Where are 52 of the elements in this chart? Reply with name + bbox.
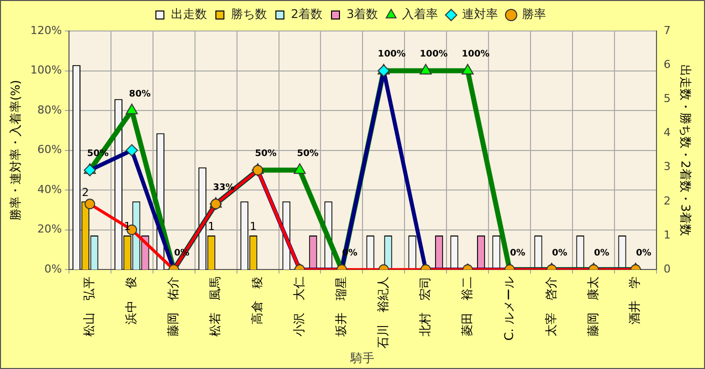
x-tick-label: 高倉 稜 (250, 276, 264, 325)
y2-tick-label: 5 (664, 92, 671, 106)
data-label: 0% (594, 248, 610, 258)
y-tick-label: 20% (37, 222, 62, 236)
data-label: 50% (254, 149, 277, 160)
y2-tick-label: 7 (664, 24, 671, 37)
data-label: 0% (552, 248, 568, 258)
legend-label: 連対率 (462, 7, 498, 22)
data-label: 80% (129, 89, 151, 100)
x-tick-label: 酒井 学 (628, 276, 642, 325)
x-tick-label: 藤岡 康太 (586, 276, 600, 337)
data-label: 100% (420, 50, 448, 60)
y-tick-label: 0% (44, 262, 62, 276)
data-label: 0% (636, 248, 652, 258)
x-tick-label: 石川 裕紀人 (376, 276, 390, 349)
legend-label: 勝ち数 (230, 7, 267, 22)
legend-label: 勝率 (522, 7, 546, 22)
x-tick-label: 浜中 俊 (124, 276, 138, 325)
legend-label: 入着率 (402, 7, 438, 22)
x-axis-title: 騎手 (350, 350, 375, 365)
y2-tick-label: 1 (664, 228, 671, 242)
x-tick-label: 松山 弘平 (82, 276, 96, 337)
data-label: 2 (82, 186, 89, 199)
y-tick-label: 60% (37, 143, 62, 156)
x-tick-label: 小沢 大仁 (292, 276, 306, 337)
x-tick-label: 太宰 啓介 (544, 276, 558, 337)
y-tick-label: 80% (37, 103, 62, 116)
legend-label: 出走数 (170, 7, 207, 22)
data-label: 100% (378, 50, 406, 60)
data-label: 1 (208, 220, 215, 233)
x-tick-label: 藤岡 佑介 (166, 276, 180, 337)
x-tick-label: 坂井 瑠星 (334, 276, 348, 338)
data-label: 100% (462, 50, 490, 60)
data-label: 50% (296, 149, 319, 160)
data-label: 0% (510, 248, 526, 258)
y2-axis-title: 出走数・勝ち数・2着数・3着数 (678, 64, 693, 236)
x-tick-label: 菱田 裕二 (460, 276, 474, 337)
y2-tick-label: 4 (664, 126, 671, 140)
x-tick-label: C. ルメール (502, 276, 516, 341)
y-tick-label: 120% (30, 24, 62, 37)
y-tick-label: 100% (30, 64, 62, 77)
y2-tick-label: 0 (664, 262, 671, 276)
x-tick-label: 北村 宏司 (418, 276, 432, 337)
y2-tick-label: 2 (664, 194, 671, 208)
x-tick-label: 松若 風馬 (208, 276, 222, 337)
legend-label: 3着数 (346, 7, 378, 22)
y-axis-title: 勝率・連対率・入着率(%) (8, 80, 22, 221)
y-tick-label: 40% (37, 182, 62, 196)
data-label: 1 (250, 220, 257, 233)
y2-tick-label: 3 (664, 160, 671, 174)
legend-label: 2着数 (290, 7, 323, 22)
y2-tick-label: 6 (664, 58, 671, 71)
